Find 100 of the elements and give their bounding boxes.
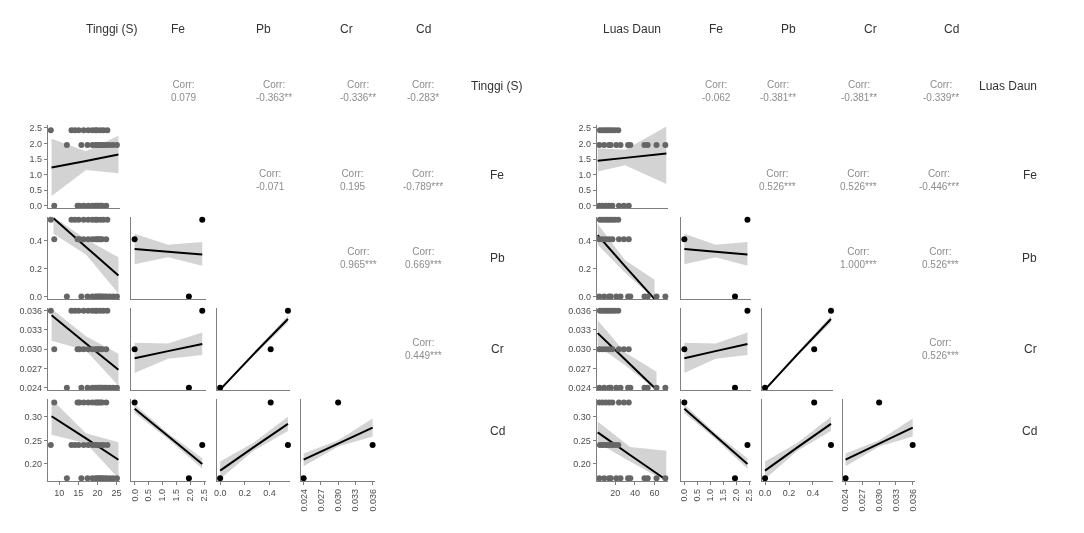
x-tick-label: 0.5 — [692, 489, 703, 502]
category-label: Luas Daun — [603, 22, 662, 36]
y-tick-label: 2.0 — [29, 138, 42, 149]
category-label: Fe — [709, 22, 724, 36]
x-tick-label: 20 — [610, 488, 621, 499]
y-tick-label: 0.036 — [19, 305, 42, 316]
text: Corr: 0.449*** — [405, 337, 442, 361]
y-tick-label: 0.0 — [578, 201, 591, 212]
y-tick-label: 0.033 — [568, 325, 591, 336]
x-tick-label: 0.030 — [874, 489, 885, 512]
category-label: Luas Daun — [979, 79, 1038, 93]
x-tick-label: 1.0 — [705, 489, 716, 502]
text: Corr: -0.336** — [340, 79, 377, 103]
x-tick-label: 2.0 — [185, 489, 196, 502]
text: Corr: -0.381** — [760, 79, 797, 103]
y-tick-label: 0.030 — [19, 344, 42, 355]
text: Corr: -0.062 — [702, 79, 731, 103]
category-label: Cr — [340, 22, 353, 36]
x-tick-label: 0.0 — [679, 489, 690, 502]
y-tick-label: 0.5 — [29, 185, 42, 196]
y-tick-label: 1.0 — [29, 169, 42, 180]
text: Corr: 0.526*** — [759, 168, 796, 192]
text: Corr: -0.071 — [256, 168, 285, 192]
x-tick-label: 1.0 — [157, 489, 168, 502]
y-tick-label: 0.030 — [568, 344, 591, 355]
y-tick-label: 0.20 — [573, 459, 591, 470]
category-label: Cr — [1024, 342, 1037, 356]
x-tick-label: 2.0 — [731, 489, 742, 502]
y-tick-label: 0.4 — [29, 235, 42, 246]
y-tick-label: 0.027 — [19, 363, 42, 374]
text: Corr: -0.339** — [923, 79, 960, 103]
y-tick-label: 2.5 — [578, 123, 591, 134]
x-tick-label: 0.030 — [333, 489, 344, 512]
x-tick-label: 0.024 — [298, 489, 309, 512]
text: Corr: -0.446*** — [919, 168, 960, 192]
y-tick-label: 0.25 — [24, 435, 42, 446]
y-tick-label: 0.20 — [24, 459, 42, 470]
x-tick-label: 25 — [111, 488, 122, 499]
y-tick-label: 0.036 — [568, 305, 591, 316]
x-tick-label: 20 — [92, 488, 103, 499]
y-tick-label: 0.0 — [578, 291, 591, 302]
x-tick-label: 1.5 — [171, 489, 182, 502]
y-tick-label: 0.0 — [29, 291, 42, 302]
y-tick-label: 0.25 — [573, 435, 591, 446]
y-tick-label: 0.033 — [19, 325, 42, 336]
text: Corr: 0.195 — [340, 168, 366, 192]
y-tick-label: 0.4 — [578, 235, 591, 246]
x-tick-label: 0.0 — [758, 488, 772, 499]
category-label: Cd — [1022, 424, 1038, 438]
y-tick-label: 0.024 — [568, 382, 591, 393]
y-tick-label: 1.5 — [29, 154, 42, 165]
x-tick-label: 0.2 — [782, 488, 796, 499]
x-tick-label: 60 — [649, 488, 660, 499]
category-label: Fe — [171, 22, 186, 36]
x-tick-label: 0.036 — [367, 489, 378, 512]
y-tick-label: 2.0 — [578, 138, 591, 149]
x-tick-label: 0.4 — [806, 488, 820, 499]
text: Corr: 0.965*** — [340, 246, 377, 270]
text: Corr: 0.526*** — [922, 337, 959, 361]
x-tick-label: 1.5 — [718, 489, 729, 502]
x-tick-label: 15 — [73, 488, 84, 499]
category-label: Tinggi (S) — [86, 22, 138, 36]
x-tick-label: 0.4 — [263, 488, 276, 499]
category-label: Cd — [490, 424, 506, 438]
x-tick-label: 40 — [629, 488, 640, 499]
category-label: Tinggi (S) — [471, 79, 523, 93]
y-tick-label: 0.0 — [29, 201, 42, 212]
x-tick-label: 10 — [54, 488, 65, 499]
x-tick-label: 0.2 — [238, 488, 252, 499]
text: Corr: 1.000*** — [840, 246, 877, 270]
y-tick-label: 1.0 — [578, 169, 591, 180]
y-tick-label: 0.2 — [29, 263, 42, 274]
text: Corr: 0.669*** — [405, 246, 442, 270]
x-tick-label: 0.024 — [840, 489, 851, 512]
x-tick-label: 0.0 — [129, 489, 140, 502]
x-tick-label: 2.5 — [199, 489, 210, 502]
text: Corr: 0.526*** — [922, 246, 959, 270]
text: Corr: -0.363** — [256, 79, 293, 103]
y-tick-label: 1.5 — [578, 154, 591, 165]
x-tick-label: 0.027 — [315, 489, 326, 512]
category-label: Pb — [781, 22, 796, 36]
category-label: Cd — [416, 22, 432, 36]
y-tick-label: 0.024 — [19, 382, 42, 393]
category-label: Pb — [1022, 251, 1037, 265]
x-tick-label: 0.5 — [143, 489, 154, 502]
x-tick-label: 0.033 — [890, 489, 901, 512]
text: Corr: -0.789*** — [403, 168, 444, 192]
category-label: Cr — [491, 342, 504, 356]
category-label: Fe — [490, 168, 505, 182]
y-tick-label: 0.027 — [568, 363, 591, 374]
y-tick-label: 0.5 — [578, 185, 591, 196]
x-tick-label: 0.0 — [213, 488, 227, 499]
category-label: Cr — [864, 22, 877, 36]
x-tick-label: 2.5 — [744, 489, 755, 502]
y-tick-label: 0.2 — [578, 263, 591, 274]
category-label: Pb — [256, 22, 271, 36]
text: Corr: 0.079 — [171, 79, 197, 103]
x-tick-label: 0.027 — [857, 489, 868, 512]
text: Corr: 0.526*** — [840, 168, 877, 192]
category-label: Fe — [1023, 168, 1038, 182]
